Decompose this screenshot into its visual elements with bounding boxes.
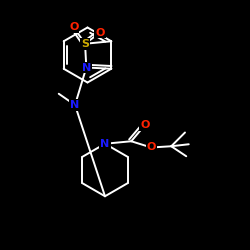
Text: S: S <box>81 39 89 49</box>
Text: O: O <box>140 120 150 130</box>
Text: N: N <box>82 62 91 72</box>
Text: N: N <box>70 100 80 110</box>
Text: O: O <box>96 28 105 38</box>
Text: N: N <box>100 139 110 149</box>
Text: O: O <box>146 142 156 152</box>
Text: O: O <box>69 22 78 32</box>
